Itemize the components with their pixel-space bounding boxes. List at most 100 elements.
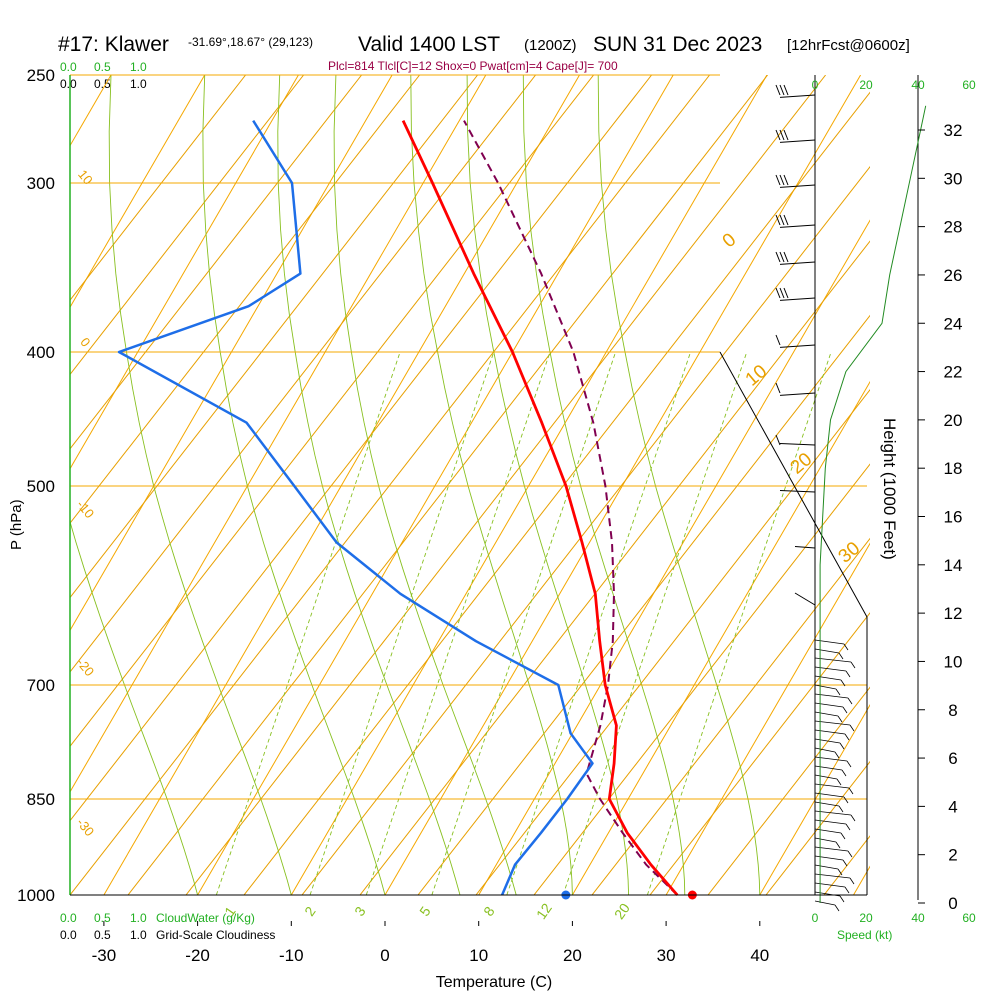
- mixing-ratio-label: 3: [351, 903, 369, 919]
- moist-adiabat-label: 20: [787, 449, 817, 479]
- height-tick-label: 28: [944, 218, 963, 237]
- wind-speed-tick-top: 60: [962, 78, 976, 92]
- wind-barb: [814, 783, 854, 795]
- mixing-ratio-label: 5: [416, 903, 434, 919]
- mixing-ratio-line: [215, 351, 401, 895]
- x-tick-label: 0: [380, 946, 389, 965]
- dry-adiabat-label: 10: [75, 167, 96, 188]
- moist-adiabat-line: [202, 75, 386, 895]
- wind-barb: [814, 891, 845, 903]
- wind-barb: [814, 864, 843, 876]
- cloud-bottom-05: 0.5: [94, 911, 111, 925]
- x-tick-label: 20: [563, 946, 582, 965]
- wind-barb: [814, 675, 846, 687]
- height-tick-label: 24: [944, 314, 963, 333]
- cloud-top-1-black: 1.0: [130, 77, 147, 91]
- height-axis-label: Height (1000 Feet): [880, 418, 899, 560]
- wind-barb: [814, 711, 843, 723]
- wind-barb: [775, 84, 816, 98]
- cloud-top-0: 0.0: [60, 60, 77, 74]
- wind-barb: [775, 214, 816, 228]
- cloud-scale-top: 0.0 0.5 1.0 0.0 0.5 1.0: [60, 60, 147, 91]
- wind-speed-tick-top: 20: [859, 78, 873, 92]
- height-tick-label: 6: [948, 749, 957, 768]
- moist-adiabat-line: [277, 75, 461, 895]
- pressure-tick-label: 700: [27, 676, 55, 695]
- isotherm-line: [197, 75, 674, 895]
- moist-adiabat-label: 30: [835, 538, 865, 568]
- dry-adiabat-line: [70, 75, 304, 376]
- wind-speed-tick-bottom: 40: [911, 911, 925, 925]
- height-tick-label: 26: [944, 266, 963, 285]
- cloud-top-1: 1.0: [130, 60, 147, 74]
- isotherm-line: [0, 75, 17, 895]
- temperature-line: [401, 120, 679, 896]
- wind-barb: [814, 747, 840, 759]
- wind-barbs: [775, 84, 856, 912]
- height-tick-label: 4: [948, 797, 957, 816]
- wind-barb: [775, 382, 816, 396]
- isotherm-line: [571, 380, 870, 895]
- dry-adiabat-line: [70, 75, 652, 822]
- parcel-trace-line: [463, 120, 678, 896]
- isotherm-line: [947, 75, 1000, 895]
- wind-speed-label: Speed (kt): [837, 928, 892, 942]
- x-tick-label: 40: [750, 946, 769, 965]
- y-axis-label: P (hPa): [8, 499, 25, 550]
- pressure-tick-label: 250: [27, 66, 55, 85]
- mixing-ratio-line: [431, 351, 617, 895]
- wind-speed-tick-bottom: 60: [962, 911, 976, 925]
- isotherm-line: [290, 75, 768, 895]
- height-tick-label: 2: [948, 846, 957, 865]
- isotherm-line: [478, 219, 870, 895]
- height-tick-label: 0: [948, 894, 957, 913]
- wind-barb: [814, 657, 856, 669]
- cloud-water-label: CloudWater (g/Kg): [156, 911, 255, 925]
- cloud-bottom-05-black: 0.5: [94, 928, 111, 942]
- wind-barb: [814, 648, 844, 660]
- dry-adiabat-line: [70, 75, 710, 895]
- wind-barb: [814, 684, 841, 696]
- dry-adiabat-line: [301, 165, 870, 895]
- x-tick-label: 30: [657, 946, 676, 965]
- dry-adiabat-line: [417, 314, 870, 895]
- dry-adiabat-line: [70, 75, 594, 748]
- pressure-tick-label: 300: [27, 174, 55, 193]
- cloud-top-05-black: 0.5: [94, 77, 111, 91]
- isotherm-line: [70, 75, 112, 147]
- dewpoint-line: [117, 119, 594, 896]
- mixing-ratio-line: [309, 351, 495, 895]
- bottom-legend: 0.0 0.5 1.0 CloudWater (g/Kg) 0.0 0.5 1.…: [60, 911, 892, 942]
- cloudiness-label: Grid-Scale Cloudiness: [156, 928, 275, 942]
- wind-barb: [775, 334, 816, 348]
- station-coords: -31.69°,18.67° (29,123): [188, 35, 313, 49]
- x-tick-label: -10: [279, 946, 304, 965]
- indices-line: Plcl=814 Tlcl[C]=12 Shox=0 Pwat[cm]=4 Ca…: [328, 59, 618, 73]
- mixing-ratio-label: 2: [301, 903, 319, 919]
- pressure-tick-label: 500: [27, 477, 55, 496]
- isotherm-line: [70, 75, 206, 309]
- isotherm-line: [853, 865, 870, 895]
- isotherm-line: [70, 75, 487, 793]
- pressure-tick-label: 400: [27, 343, 55, 362]
- wind-barb: [814, 837, 841, 849]
- wind-barb: [814, 900, 840, 912]
- moist-adiabat-line: [597, 75, 761, 895]
- dry-adiabat-line: [185, 75, 826, 895]
- pressure-tick-label: 1000: [17, 886, 55, 905]
- isotherm-line: [665, 542, 870, 895]
- dry-adiabat-line: [70, 75, 478, 599]
- wind-barb: [794, 546, 816, 549]
- mixing-ratio-label: 20: [611, 900, 633, 922]
- isotherm-line: [70, 75, 299, 470]
- utc-time: (1200Z): [524, 37, 577, 54]
- wind-barb: [814, 801, 844, 813]
- mixing-ratio-line: [365, 351, 551, 895]
- wind-barb: [814, 810, 856, 822]
- moist-adiabat-label: 10: [742, 361, 772, 391]
- dry-adiabat-line: [591, 537, 870, 895]
- dry-adiabat-label: -30: [74, 815, 98, 839]
- dry-adiabat-line: [533, 463, 870, 895]
- grid-layer: [0, 75, 1000, 895]
- cloud-bottom-0-black: 0.0: [60, 928, 77, 942]
